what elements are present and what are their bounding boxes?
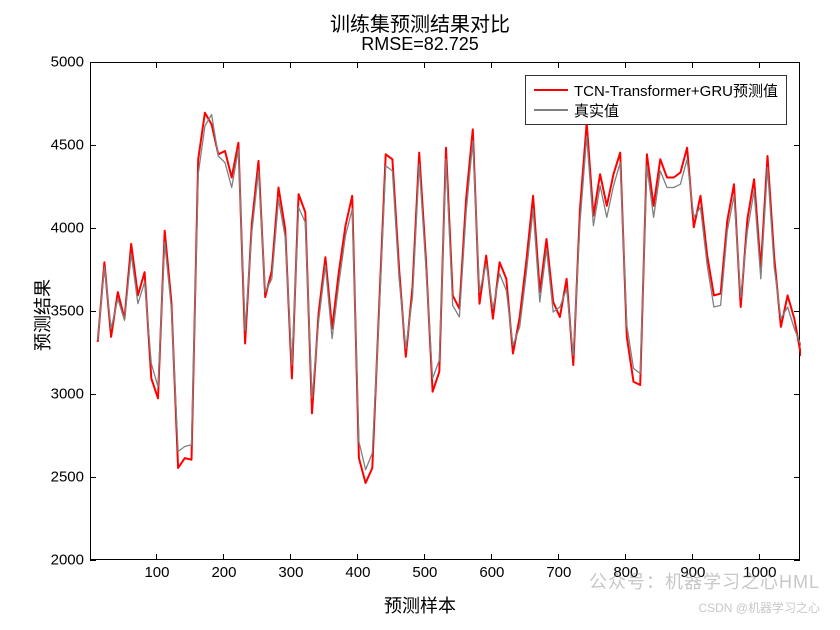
x-tick-label: 600 <box>479 564 504 581</box>
x-tick <box>357 62 358 68</box>
watermark-sub: CSDN @机器学习之心 <box>698 599 820 616</box>
y-tick-label: 3500 <box>24 303 84 320</box>
x-tick <box>759 554 760 560</box>
y-tick-label: 2500 <box>24 469 84 486</box>
x-tick-label: 500 <box>412 564 437 581</box>
y-tick <box>90 394 96 395</box>
y-tick <box>90 560 96 561</box>
x-tick <box>223 62 224 68</box>
y-tick-label: 4500 <box>24 137 84 154</box>
x-tick <box>558 62 559 68</box>
series-line <box>98 115 801 470</box>
y-tick <box>90 311 96 312</box>
watermark-main: 公众号：机器学习之心HML <box>589 568 820 594</box>
x-tick <box>156 554 157 560</box>
legend: TCN-Transformer+GRU预测值真实值 <box>525 75 787 125</box>
legend-swatch <box>534 109 568 110</box>
x-tick <box>290 62 291 68</box>
plot-svg <box>91 63 801 561</box>
y-tick-label: 3000 <box>24 386 84 403</box>
x-tick <box>759 62 760 68</box>
x-tick <box>625 554 626 560</box>
x-tick <box>156 62 157 68</box>
y-tick-label: 4000 <box>24 220 84 237</box>
y-tick <box>90 228 96 229</box>
x-tick <box>290 554 291 560</box>
chart-subtitle: RMSE=82.725 <box>0 34 840 55</box>
x-tick-label: 200 <box>211 564 236 581</box>
x-tick <box>223 554 224 560</box>
legend-item: TCN-Transformer+GRU预测值 <box>534 80 778 100</box>
x-tick <box>491 554 492 560</box>
y-tick <box>90 477 96 478</box>
x-tick <box>491 62 492 68</box>
y-tick <box>90 62 96 63</box>
series-line <box>98 113 801 483</box>
y-tick <box>794 560 800 561</box>
y-tick <box>90 145 96 146</box>
x-tick <box>357 554 358 560</box>
y-tick <box>794 311 800 312</box>
chart-title: 训练集预测结果对比 <box>0 8 840 37</box>
x-tick <box>558 554 559 560</box>
y-tick-label: 5000 <box>24 54 84 71</box>
legend-label: TCN-Transformer+GRU预测值 <box>574 80 778 101</box>
x-tick <box>692 554 693 560</box>
x-tick-label: 100 <box>144 564 169 581</box>
y-tick <box>794 477 800 478</box>
chart-container: 训练集预测结果对比 RMSE=82.725 预测结果 预测样本 TCN-Tran… <box>0 0 840 630</box>
x-tick <box>692 62 693 68</box>
x-tick-label: 400 <box>345 564 370 581</box>
legend-label: 真实值 <box>574 100 619 121</box>
x-tick <box>424 62 425 68</box>
plot-area: TCN-Transformer+GRU预测值真实值 <box>90 62 800 560</box>
y-tick <box>794 228 800 229</box>
y-tick <box>794 394 800 395</box>
legend-item: 真实值 <box>534 100 778 120</box>
y-tick-label: 2000 <box>24 552 84 569</box>
legend-swatch <box>534 89 568 91</box>
x-tick <box>625 62 626 68</box>
y-tick <box>794 62 800 63</box>
x-tick-label: 700 <box>546 564 571 581</box>
x-tick-label: 300 <box>278 564 303 581</box>
y-tick <box>794 145 800 146</box>
x-tick <box>424 554 425 560</box>
